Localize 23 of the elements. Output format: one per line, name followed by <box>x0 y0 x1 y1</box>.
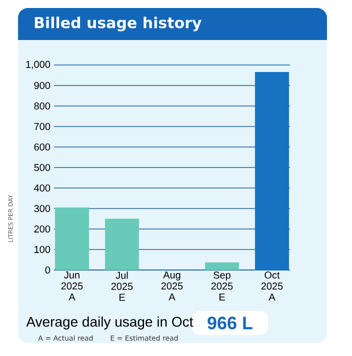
y-tick-label: 500 <box>34 164 50 172</box>
bar <box>254 72 289 270</box>
y-tick-label: 800 <box>34 102 50 110</box>
x-tick-label: Oct 2025 A <box>261 272 283 301</box>
y-tick-label: 200 <box>34 225 50 233</box>
x-tick-label: Aug 2025 A <box>161 272 183 300</box>
x-tick-label: Sep 2025 E <box>211 272 233 301</box>
y-tick-label: 1,000 <box>26 60 50 70</box>
y-tick-label: 400 <box>34 184 50 192</box>
y-tick-label: 100 <box>34 246 50 254</box>
bar <box>204 262 239 270</box>
y-tick-label: 0 <box>45 266 50 274</box>
x-tick-label: Jul 2025 E <box>111 272 133 301</box>
text: 966 L <box>208 316 252 330</box>
chart-title: Billed usage history <box>34 16 202 32</box>
bar <box>105 218 139 270</box>
bar <box>54 207 89 270</box>
y-tick-label: 700 <box>34 122 50 130</box>
x-tick-label: Jun 2025 A <box>61 272 83 300</box>
text: Average daily usage in Oct <box>26 316 194 330</box>
y-tick-label: 600 <box>34 143 50 151</box>
y-tick-label: 300 <box>34 204 50 212</box>
y-tick-label: 900 <box>34 82 50 90</box>
